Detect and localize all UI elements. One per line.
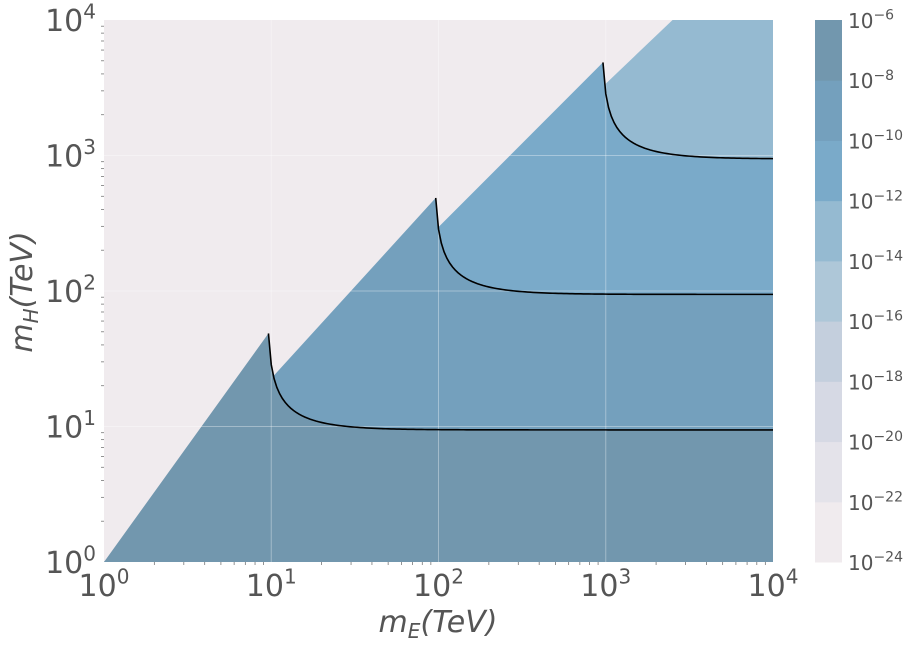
x-tick-label: 101 <box>246 564 297 604</box>
x-tick-label: 100 <box>79 564 130 604</box>
x-tick-label: 102 <box>413 564 464 604</box>
y-axis-label: mH(TeV) <box>5 231 43 352</box>
colorbar-tick-label: 10−14 <box>848 248 903 273</box>
colorbar-segment <box>815 80 842 141</box>
grid-lines <box>104 20 773 562</box>
colorbar-segment <box>815 381 842 443</box>
colorbar-tick-label: 10−16 <box>848 309 903 334</box>
colorbar-tick-label: 10−22 <box>848 489 903 514</box>
x-tick-labels: 100 101 102 103 104 <box>79 564 799 604</box>
contour-band <box>104 333 773 562</box>
colorbar-tick-label: 10−8 <box>848 68 894 93</box>
contour-lines <box>267 62 773 431</box>
x-axis-label: mE(TeV) <box>379 605 498 643</box>
y-tick-label: 104 <box>45 0 96 39</box>
x-tick-label: 104 <box>748 564 799 604</box>
colorbar-tick-label: 10−6 <box>848 8 894 33</box>
x-tick-label: 103 <box>580 564 631 604</box>
colorbar-segment <box>815 260 842 322</box>
contour-fills <box>104 20 773 562</box>
contour-line <box>434 197 773 296</box>
colorbar <box>815 20 842 563</box>
colorbar-tick-label: 10−10 <box>848 128 903 153</box>
y-tick-label: 102 <box>45 270 96 310</box>
colorbar-segment <box>815 321 842 382</box>
y-tick-labels: 100 101 102 103 104 <box>45 0 96 581</box>
colorbar-segment <box>815 501 842 563</box>
y-tick-label: 100 <box>45 541 96 581</box>
colorbar-tick-labels: 10−6 10−8 10−10 10−12 10−14 10−16 10−18 10−20 10… <box>848 8 903 575</box>
colorbar-tick-label: 10−24 <box>848 550 903 575</box>
colorbar-segment <box>815 200 842 262</box>
contour-line <box>602 62 773 160</box>
colorbar-tick-label: 10−18 <box>848 369 903 394</box>
colorbar-segment <box>815 20 842 81</box>
minor-ticks <box>101 25 766 565</box>
colorbar-segment <box>815 441 842 503</box>
colorbar-segment <box>815 140 842 202</box>
y-tick-label: 101 <box>45 406 96 446</box>
contour-line <box>267 333 773 431</box>
y-tick-label: 103 <box>45 135 96 175</box>
colorbar-tick-label: 10−20 <box>848 429 903 454</box>
colorbar-tick-label: 10−12 <box>848 188 903 213</box>
